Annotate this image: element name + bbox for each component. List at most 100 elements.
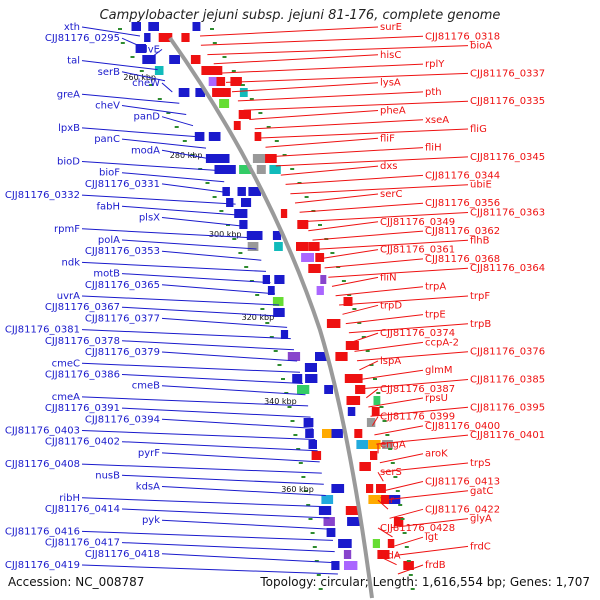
gene-label[interactable]: CJJ81176_0414: [45, 504, 120, 515]
gene-label[interactable]: dxs: [380, 161, 397, 172]
gene-label[interactable]: rplY: [425, 59, 445, 70]
gene-label[interactable]: panC: [94, 134, 120, 145]
gene-label[interactable]: CJJ81176_0344: [425, 170, 500, 181]
gene-label[interactable]: modA: [131, 145, 160, 156]
gene-label[interactable]: CJJ81176_0399: [380, 412, 455, 423]
gene-label[interactable]: CJJ81176_0386: [45, 370, 120, 381]
gene-label[interactable]: kdsA: [136, 482, 160, 493]
gene-label[interactable]: CJJ81176_0367: [45, 302, 120, 313]
gene-label[interactable]: motB: [93, 269, 120, 280]
gene-label[interactable]: serS: [380, 467, 402, 478]
gene-label[interactable]: CJJ81176_0377: [85, 313, 160, 324]
gene-label[interactable]: lspA: [380, 356, 401, 367]
gene-label[interactable]: rpmF: [54, 224, 80, 235]
gene-label[interactable]: CJJ81176_0413: [425, 477, 500, 488]
gene-label[interactable]: CJJ81176_0318: [425, 31, 500, 42]
gene-label[interactable]: xseA: [425, 115, 449, 126]
gene-label[interactable]: trpA: [425, 282, 446, 293]
gene-label[interactable]: CJJ81176_0422: [425, 504, 500, 515]
gene-label[interactable]: CJJ81176_0332: [5, 190, 80, 201]
gene-label[interactable]: glmM: [425, 365, 453, 376]
gene-label[interactable]: CJJ81176_0356: [425, 198, 500, 209]
gene-label[interactable]: xth: [64, 22, 80, 33]
gene-label[interactable]: lysA: [380, 78, 401, 89]
gene-label[interactable]: CJJ81176_0368: [425, 254, 500, 265]
gene-label[interactable]: cmeC: [52, 358, 80, 369]
gene-label[interactable]: serC: [380, 189, 402, 200]
gene-label[interactable]: bioA: [470, 41, 492, 52]
gene-label[interactable]: CJJ81176_0387: [380, 384, 455, 395]
gene-label[interactable]: CJJ81176_0419: [5, 560, 80, 571]
gene-label[interactable]: CJJ81176_0418: [85, 549, 160, 560]
gene-label[interactable]: ribH: [59, 493, 80, 504]
gene-label[interactable]: CJJ81176_0402: [45, 437, 120, 448]
gene-label[interactable]: CJJ81176_0361: [380, 245, 455, 256]
gene-label[interactable]: CJJ81176_0364: [470, 263, 545, 274]
gene-label[interactable]: fabH: [96, 201, 120, 212]
gene-label[interactable]: cmeB: [132, 381, 160, 392]
gene-label[interactable]: pth: [425, 87, 442, 98]
gene-label[interactable]: bioF: [99, 168, 120, 179]
gene-label[interactable]: CJJ81176_0335: [470, 96, 545, 107]
gene-label[interactable]: uvrA: [57, 291, 80, 302]
gene-label[interactable]: CJJ81176_0395: [470, 402, 545, 413]
gene-label[interactable]: frdC: [470, 541, 491, 552]
gene-label[interactable]: polA: [98, 235, 120, 246]
gene-label[interactable]: CJJ81176_0374: [380, 328, 455, 339]
gene-label[interactable]: CJJ81176_0401: [470, 430, 545, 441]
gene-label[interactable]: rpsU: [425, 393, 448, 404]
gene-label[interactable]: CJJ81176_0353: [85, 246, 160, 257]
gene-label[interactable]: CJJ81176_0376: [470, 347, 545, 358]
gene-label[interactable]: CJJ81176_0363: [470, 208, 545, 219]
gene-label[interactable]: CJJ81176_0408: [5, 459, 80, 470]
gene-label[interactable]: ccpA-2: [425, 337, 459, 348]
gene-label[interactable]: frdB: [425, 560, 446, 571]
gene-label[interactable]: CJJ81176_0331: [85, 179, 160, 190]
gene-label[interactable]: CJJ81176_0394: [85, 414, 160, 425]
gene-label[interactable]: CJJ81176_0362: [425, 226, 500, 237]
gene-label[interactable]: ilvE: [142, 44, 160, 55]
gene-label[interactable]: hisC: [380, 50, 401, 61]
gene-label[interactable]: CJJ81176_0416: [5, 526, 80, 537]
gene-label[interactable]: fliG: [470, 124, 487, 135]
gene-label[interactable]: cmeA: [52, 392, 80, 403]
gene-label[interactable]: CJJ81176_0349: [380, 217, 455, 228]
gene-label[interactable]: trpD: [380, 300, 402, 311]
gene-label[interactable]: ndk: [62, 257, 81, 268]
gene-label[interactable]: trpB: [470, 319, 491, 330]
gene-label[interactable]: aroK: [425, 449, 448, 460]
gene-label[interactable]: pyrF: [138, 448, 160, 459]
gene-label[interactable]: pyk: [142, 515, 160, 526]
gene-label[interactable]: CJJ81176_0337: [470, 68, 545, 79]
gene-label[interactable]: glyA: [470, 514, 492, 525]
gene-label[interactable]: tal: [67, 56, 80, 67]
gene-label[interactable]: CJJ81176_0295: [45, 33, 120, 44]
gene-label[interactable]: panD: [133, 112, 160, 123]
gene-label[interactable]: cheV: [95, 101, 120, 112]
gene-label[interactable]: CJJ81176_0345: [470, 152, 545, 163]
gene-label[interactable]: frdA: [380, 551, 401, 562]
gene-label[interactable]: CJJ81176_0417: [45, 538, 120, 549]
gene-label[interactable]: CJJ81176_0381: [5, 325, 80, 336]
gene-label[interactable]: serB: [98, 67, 120, 78]
gene-label[interactable]: greA: [57, 89, 80, 100]
gene-label[interactable]: flhB: [470, 235, 490, 246]
gene-label[interactable]: CJJ81176_0403: [5, 426, 80, 437]
gene-label[interactable]: lgt: [425, 532, 438, 543]
gene-label[interactable]: trpE: [425, 310, 446, 321]
gene-label[interactable]: cheW: [132, 78, 160, 89]
gene-label[interactable]: fliF: [380, 133, 395, 144]
gene-label[interactable]: fur: [380, 495, 395, 506]
gene-label[interactable]: trpF: [470, 291, 490, 302]
gene-label[interactable]: lpxB: [58, 123, 80, 134]
gene-label[interactable]: ubiE: [470, 180, 492, 191]
gene-label[interactable]: CJJ81176_0365: [85, 280, 160, 291]
gene-label[interactable]: nusB: [95, 470, 120, 481]
gene-label[interactable]: CJJ81176_0379: [85, 347, 160, 358]
gene-label[interactable]: CJJ81176_0428: [380, 523, 455, 534]
gene-label[interactable]: fliH: [425, 143, 442, 154]
gene-label[interactable]: bioD: [57, 157, 80, 168]
gene-label[interactable]: pheA: [380, 106, 406, 117]
gene-label[interactable]: CJJ81176_0385: [470, 375, 545, 386]
gene-label[interactable]: gatC: [470, 486, 493, 497]
